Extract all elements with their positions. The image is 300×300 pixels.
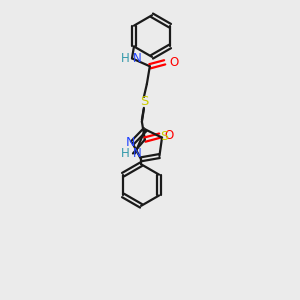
Text: S: S [160, 130, 168, 143]
Text: O: O [169, 56, 179, 69]
Text: N: N [133, 52, 142, 65]
Text: S: S [140, 95, 148, 108]
Text: H: H [121, 147, 130, 160]
Text: O: O [165, 129, 174, 142]
Text: N: N [133, 147, 142, 160]
Text: N: N [126, 136, 135, 149]
Text: H: H [121, 52, 130, 65]
